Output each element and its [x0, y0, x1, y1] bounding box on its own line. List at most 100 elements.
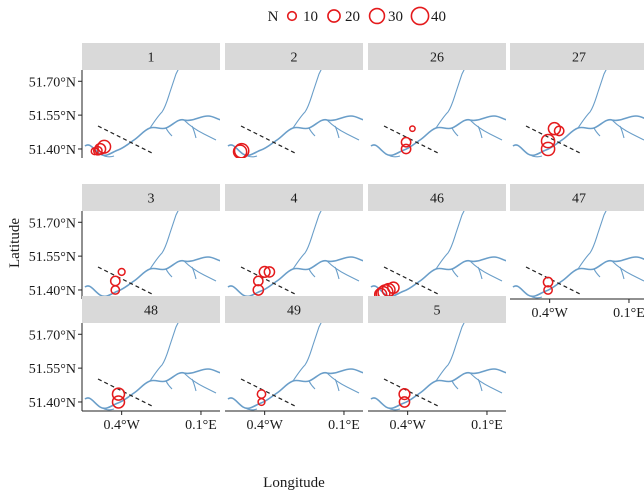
- river-line: [512, 115, 644, 157]
- facet-panel-48: 48: [81, 296, 220, 412]
- river-line: [292, 211, 322, 270]
- x-tick-label: 0.1°E: [185, 418, 217, 433]
- facet-plot-area: [227, 323, 363, 411]
- river-line: [334, 266, 340, 280]
- facet-plot-area: [84, 70, 220, 158]
- river-line: [183, 372, 217, 394]
- data-point: [263, 266, 276, 278]
- river-line: [477, 125, 483, 139]
- facet-strip-label: 3: [148, 192, 155, 207]
- river-line: [191, 266, 197, 280]
- data-point: [387, 281, 400, 295]
- x-tick-label: 0.1°E: [613, 306, 644, 321]
- river-line: [191, 378, 197, 392]
- data-point: [373, 287, 388, 299]
- boundary-dashed-line: [383, 125, 441, 155]
- facet-strip: [225, 296, 363, 323]
- data-point: [542, 276, 554, 288]
- boundary-dashed-line: [240, 378, 298, 408]
- facet-strip: [82, 296, 220, 323]
- river-line: [435, 70, 465, 129]
- facet-strip-label: 26: [430, 51, 444, 66]
- river-line: [611, 260, 644, 282]
- data-point: [258, 265, 271, 279]
- river-line: [308, 127, 316, 137]
- x-tick-label: 0.4°W: [389, 418, 426, 433]
- facet-strip: [225, 184, 363, 211]
- facet-panel-27: 27: [510, 43, 644, 158]
- boundary-dashed-line: [525, 266, 583, 296]
- x-axis: 0.4°W 0.1°E 0.4°W 0.1°E 0.4°W 0.1°E 0.4°W 0.1°E: [103, 299, 644, 433]
- legend-marker-30: [368, 7, 386, 25]
- y-tick-label: 51.40°N: [29, 396, 76, 411]
- river-line: [451, 268, 459, 278]
- facet-strip-label: 27: [572, 51, 586, 66]
- legend-marker-10: [286, 10, 298, 22]
- river-line: [619, 266, 625, 280]
- river-line: [451, 380, 459, 390]
- data-point: [233, 142, 250, 158]
- facet-strip-label: 5: [434, 304, 441, 319]
- facet-panels: 1 2 26 27 3 4 46 47 48 49 5: [81, 43, 644, 412]
- y-tick-label: 51.40°N: [29, 143, 76, 158]
- facet-panel-47: 47: [510, 184, 644, 300]
- boundary-dashed-line: [97, 378, 155, 408]
- facet-plot-area: [84, 323, 220, 411]
- y-tick-label: 51.55°N: [29, 109, 76, 124]
- river-line: [165, 268, 173, 278]
- data-point: [543, 285, 553, 295]
- river-line: [242, 153, 258, 158]
- facet-strip: [510, 43, 644, 70]
- facet-panel-5: 5: [368, 296, 506, 412]
- facet-plot-area: [227, 70, 363, 158]
- river-line: [577, 211, 607, 270]
- river-line: [527, 294, 543, 299]
- x-axis-label: Longitude: [263, 475, 325, 491]
- river-line: [619, 125, 625, 139]
- river-line: [593, 268, 601, 278]
- river-line: [334, 125, 340, 139]
- river-line: [477, 266, 483, 280]
- river-line: [451, 127, 459, 137]
- legend-label-30: 30: [388, 9, 403, 25]
- data-point: [117, 267, 126, 277]
- y-axis-label: Latitude: [7, 218, 23, 268]
- data-point: [540, 141, 556, 157]
- facet-strip: [510, 184, 644, 211]
- facet-panel-1: 1: [81, 43, 220, 158]
- river-line: [165, 380, 173, 390]
- x-tick-label: 0.4°W: [246, 418, 283, 433]
- river-line: [183, 119, 217, 141]
- facet-strip-label: 46: [430, 192, 444, 207]
- river-line: [99, 406, 115, 411]
- river-line: [149, 323, 179, 382]
- river-line: [435, 211, 465, 270]
- facet-plot-area: [370, 70, 506, 158]
- facet-strip: [225, 43, 363, 70]
- river-line: [611, 119, 644, 141]
- facet-panel-3: 3: [81, 184, 220, 299]
- data-point: [256, 389, 267, 399]
- river-line: [326, 260, 360, 282]
- river-line: [308, 268, 316, 278]
- facet-panel-49: 49: [225, 296, 363, 412]
- river-line: [385, 153, 401, 158]
- river-line: [593, 127, 601, 137]
- river-line: [334, 378, 340, 392]
- x-tick-label: 0.1°E: [471, 418, 503, 433]
- legend-title: N: [268, 9, 279, 25]
- river-line: [577, 70, 607, 129]
- data-point: [400, 143, 412, 155]
- facet-plot-area: [512, 70, 644, 158]
- y-axis: 51.70°N 51.55°N 51.40°N 51.70°N 51.55°N 51.40…: [29, 75, 82, 411]
- river-line: [469, 372, 503, 394]
- data-point: [94, 142, 107, 156]
- data-point: [111, 395, 126, 409]
- y-tick-label: 51.40°N: [29, 284, 76, 299]
- y-tick-label: 51.70°N: [29, 75, 76, 90]
- river-line: [191, 125, 197, 139]
- facet-plot-area: [512, 211, 644, 299]
- legend-label-10: 10: [303, 9, 318, 25]
- facet-plot-area: [84, 211, 220, 299]
